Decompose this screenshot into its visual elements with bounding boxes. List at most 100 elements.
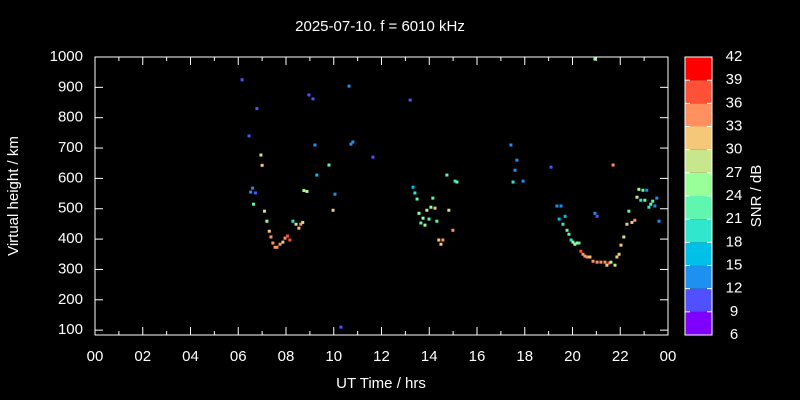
x-tick-label: 22 (612, 348, 629, 365)
point (447, 208, 451, 212)
point (291, 219, 295, 223)
point (557, 217, 561, 221)
point (453, 179, 457, 183)
point (408, 98, 412, 102)
point (561, 222, 565, 226)
y-tick-label: 400 (58, 230, 83, 247)
y-tick-label: 1000 (50, 48, 83, 65)
point (297, 226, 301, 230)
colorbar-band (685, 311, 712, 335)
point (411, 185, 415, 189)
point (260, 163, 264, 167)
point (653, 204, 657, 208)
point (643, 198, 647, 202)
point (622, 235, 626, 239)
point (573, 242, 577, 246)
point (567, 232, 571, 236)
y-axis-label: Virtual height / km (5, 136, 22, 256)
colorbar-label: SNR / dB (748, 165, 765, 228)
point (577, 241, 581, 245)
point (263, 209, 267, 213)
point (351, 140, 355, 144)
point (651, 199, 655, 203)
x-tick-label: 16 (469, 348, 486, 365)
point (251, 186, 255, 190)
point (281, 240, 285, 244)
point (313, 143, 317, 147)
point (249, 190, 253, 194)
point (429, 205, 433, 209)
colorbar-tick-label: 33 (726, 117, 743, 134)
point (559, 204, 563, 208)
y-tick-label: 300 (58, 260, 83, 277)
point (579, 249, 583, 253)
point (649, 202, 653, 206)
point (431, 196, 435, 200)
point (371, 155, 375, 159)
point (565, 228, 569, 232)
point (635, 195, 639, 199)
point (593, 57, 597, 61)
x-axis-label: UT Time / hrs (336, 375, 426, 392)
point (569, 238, 573, 242)
point (521, 179, 525, 183)
point (299, 222, 303, 226)
point (294, 222, 298, 226)
point (611, 163, 615, 167)
point (339, 325, 343, 329)
x-tick-label: 18 (516, 348, 533, 365)
point (607, 261, 611, 265)
x-tick-label: 00 (660, 348, 677, 365)
point (575, 241, 579, 245)
point (645, 188, 649, 192)
y-tick-label: 800 (58, 109, 83, 126)
point (301, 220, 305, 224)
point (515, 158, 519, 162)
point (265, 219, 269, 223)
colorbar-tick-label: 27 (726, 164, 743, 181)
point (413, 191, 417, 195)
point (421, 216, 425, 220)
colorbar-tick-label: 42 (726, 48, 743, 65)
colorbar-tick-label: 39 (726, 71, 743, 88)
point (609, 260, 613, 264)
point (647, 205, 651, 209)
colorbar-tick-label: 21 (726, 210, 743, 227)
colorbar-band (685, 103, 712, 127)
colorbar-tick-label: 24 (726, 187, 743, 204)
point (275, 245, 279, 249)
colorbar-band (685, 288, 712, 312)
colorbar-band (685, 196, 712, 220)
point (613, 263, 617, 267)
x-tick-label: 08 (278, 348, 295, 365)
point (259, 153, 263, 157)
point (269, 235, 273, 239)
point (615, 255, 619, 259)
point (588, 255, 592, 259)
point (247, 134, 251, 138)
point (333, 192, 337, 196)
point (637, 187, 641, 191)
point (285, 234, 289, 238)
x-tick-label: 00 (87, 348, 104, 365)
point (581, 252, 585, 256)
point (451, 228, 455, 232)
colorbar-band (685, 80, 712, 104)
point (563, 214, 567, 218)
colorbar-band (685, 219, 712, 243)
x-tick-label: 06 (230, 348, 247, 365)
colorbar-tick-label: 36 (726, 94, 743, 111)
colorbar-tick-label: 6 (730, 326, 738, 343)
point (655, 196, 659, 200)
point (445, 173, 449, 177)
x-tick-label: 20 (564, 348, 581, 365)
point (555, 204, 559, 208)
point (439, 242, 443, 246)
point (639, 198, 643, 202)
point (327, 163, 331, 167)
point (433, 206, 437, 210)
point (419, 221, 423, 225)
point (423, 223, 427, 227)
